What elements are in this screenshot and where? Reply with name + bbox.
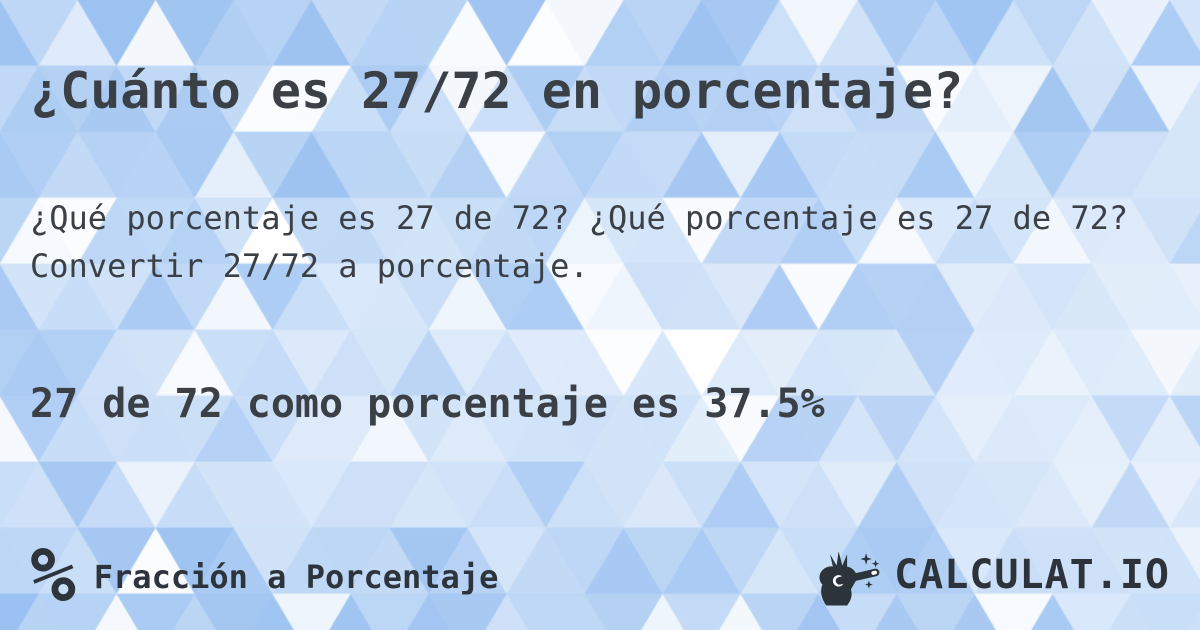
percent-icon: % — [30, 530, 76, 619]
hand-magic-wand-icon — [819, 551, 880, 606]
category-label: Fracción a Porcentaje — [93, 558, 499, 596]
logo-text: CALCULAT.IO — [894, 552, 1170, 598]
answer-text: 27 de 72 como porcentaje es 37.5% — [30, 381, 825, 427]
calculatio-logo: CALCULAT.IO — [812, 546, 1170, 608]
page-title: ¿Cuánto es 27/72 en porcentaje? — [30, 61, 964, 120]
question-text: ¿Qué porcentaje es 27 de 72? ¿Qué porcen… — [30, 199, 1129, 285]
category: % Fracción a Porcentaje — [30, 530, 499, 619]
footer: % Fracción a Porcentaje — [0, 530, 1200, 619]
